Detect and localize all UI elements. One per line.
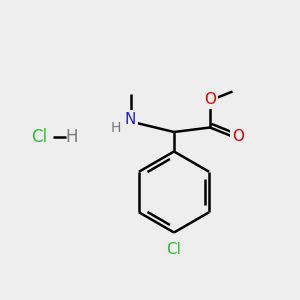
Text: O: O: [232, 129, 244, 144]
Text: H: H: [110, 121, 121, 134]
Text: Cl: Cl: [31, 128, 47, 146]
Text: N: N: [125, 112, 136, 128]
Text: O: O: [204, 92, 216, 106]
Text: Cl: Cl: [167, 242, 182, 256]
Text: H: H: [66, 128, 78, 146]
